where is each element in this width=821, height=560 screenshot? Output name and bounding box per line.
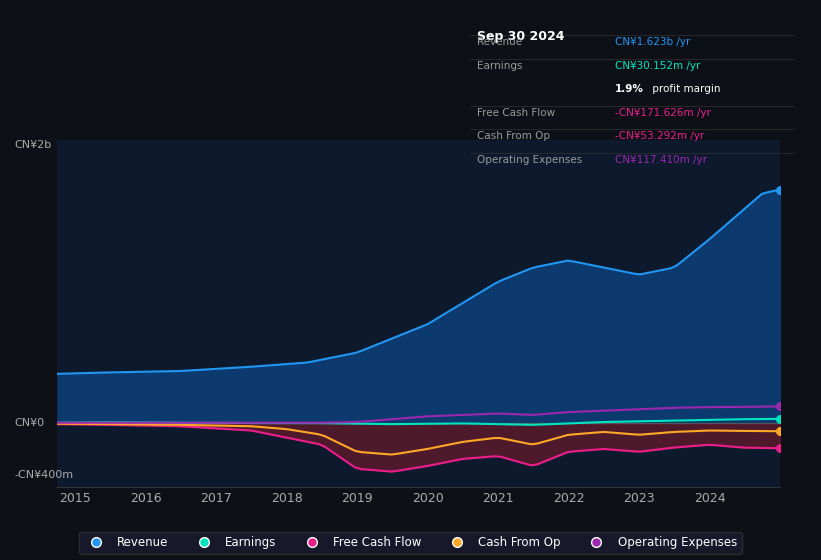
- Legend: Revenue, Earnings, Free Cash Flow, Cash From Op, Operating Expenses: Revenue, Earnings, Free Cash Flow, Cash …: [80, 531, 741, 554]
- Text: -CN¥171.626m /yr: -CN¥171.626m /yr: [615, 108, 711, 118]
- Text: Cash From Op: Cash From Op: [477, 131, 550, 141]
- Text: profit margin: profit margin: [649, 84, 721, 94]
- Text: Sep 30 2024: Sep 30 2024: [477, 30, 565, 43]
- Text: -CN¥400m: -CN¥400m: [14, 470, 73, 480]
- Text: Operating Expenses: Operating Expenses: [477, 155, 582, 165]
- Text: CN¥30.152m /yr: CN¥30.152m /yr: [615, 60, 700, 71]
- Point: [773, 427, 787, 436]
- Point: [773, 444, 787, 452]
- Text: CN¥2b: CN¥2b: [14, 140, 52, 150]
- Text: CN¥0: CN¥0: [14, 418, 44, 428]
- Text: CN¥117.410m /yr: CN¥117.410m /yr: [615, 155, 707, 165]
- Text: Free Cash Flow: Free Cash Flow: [477, 108, 555, 118]
- Point: [773, 402, 787, 411]
- Point: [773, 185, 787, 194]
- Text: -CN¥53.292m /yr: -CN¥53.292m /yr: [615, 131, 704, 141]
- Text: 1.9%: 1.9%: [615, 84, 644, 94]
- Point: [773, 414, 787, 423]
- Text: Earnings: Earnings: [477, 60, 522, 71]
- Text: Revenue: Revenue: [477, 37, 522, 47]
- Text: CN¥1.623b /yr: CN¥1.623b /yr: [615, 37, 690, 47]
